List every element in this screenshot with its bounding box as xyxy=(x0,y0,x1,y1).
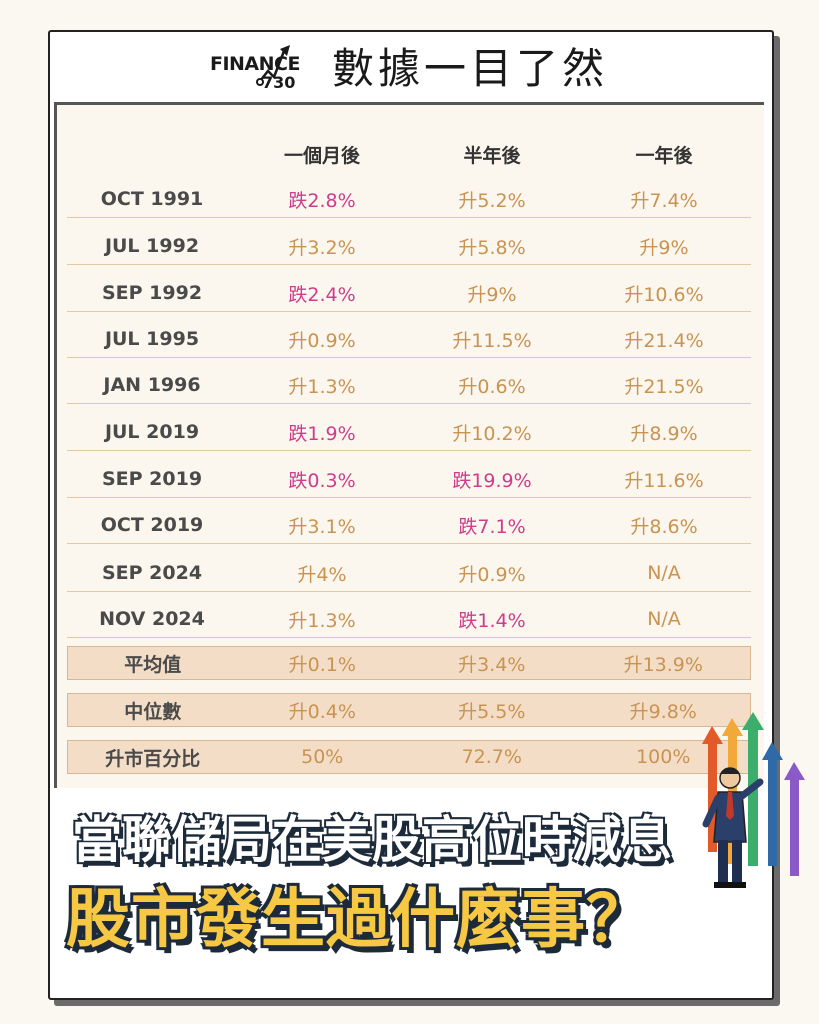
value-cell: 升1.3% xyxy=(288,375,356,398)
summary-value-cell: 升0.4% xyxy=(288,700,356,723)
summary-value-cell: 升13.9% xyxy=(623,653,703,676)
value-cell: N/A xyxy=(647,608,681,630)
summary-value-cell: 100% xyxy=(636,746,691,768)
value-cell: 升10.6% xyxy=(624,283,704,306)
row-date-label: OCT 1991 xyxy=(100,188,204,210)
businessman-illustration xyxy=(700,712,816,894)
summary-row: 升市百分比 50% 72.7% 100% xyxy=(67,740,751,774)
summary-row: 中位數 升0.4% 升5.5% 升9.8% xyxy=(67,693,751,727)
headline-line-2: 股市發生過什麼事？ xyxy=(66,883,651,957)
table-header-row: 一個月後 半年後 一年後 xyxy=(67,136,751,172)
value-cell: 升11.6% xyxy=(624,469,704,492)
summary-row: 平均值 升0.1% 升3.4% 升13.9% xyxy=(67,646,751,680)
value-cell: N/A xyxy=(647,562,681,584)
logo-number: 730 xyxy=(261,73,296,92)
summary-label: 平均值 xyxy=(124,653,182,676)
value-cell: 跌2.8% xyxy=(288,189,356,212)
table-row: OCT 1991 跌2.8% 升5.2% 升7.4% xyxy=(67,181,751,218)
row-date-label: JAN 1996 xyxy=(103,374,201,396)
row-date-label: SEP 2024 xyxy=(101,562,203,584)
table-row: JAN 1996 升1.3% 升0.6% 升21.5% xyxy=(67,367,751,404)
row-date-label: JUL 1992 xyxy=(104,235,200,257)
value-cell: 跌1.4% xyxy=(458,609,526,632)
value-cell: 跌2.4% xyxy=(288,283,356,306)
summary-value-cell: 50% xyxy=(301,746,344,768)
value-cell: 升9% xyxy=(639,236,689,259)
value-cell: 升5.8% xyxy=(458,236,526,259)
table-row: SEP 1992 跌2.4% 升9% 升10.6% xyxy=(67,275,751,312)
headline-line-1: 當聯儲局在美股高位時減息 xyxy=(72,811,672,869)
value-cell: 升21.4% xyxy=(624,329,704,352)
value-cell: 升21.5% xyxy=(624,375,704,398)
value-cell: 升9% xyxy=(467,283,517,306)
table-row: SEP 2019 跌0.3% 跌19.9% 升11.6% xyxy=(67,461,751,498)
summary-label: 中位數 xyxy=(124,700,182,723)
table-row: JUL 1995 升0.9% 升11.5% 升21.4% xyxy=(67,321,751,358)
summary-label: 升市百分比 xyxy=(105,747,201,770)
value-cell: 跌0.3% xyxy=(288,469,356,492)
table-row: NOV 2024 升1.3% 跌1.4% N/A xyxy=(67,601,751,638)
summary-value-cell: 升0.1% xyxy=(288,653,356,676)
column-header: 一年後 xyxy=(635,144,693,167)
table-row: JUL 1992 升3.2% 升5.8% 升9% xyxy=(67,228,751,265)
value-cell: 升4% xyxy=(297,563,347,586)
value-cell: 升0.6% xyxy=(458,375,526,398)
value-cell: 升8.6% xyxy=(630,515,698,538)
value-cell: 跌1.9% xyxy=(288,422,356,445)
value-cell: 升0.9% xyxy=(458,563,526,586)
value-cell: 升7.4% xyxy=(630,189,698,212)
value-cell: 升1.3% xyxy=(288,609,356,632)
row-date-label: SEP 1992 xyxy=(101,282,203,304)
value-cell: 升10.2% xyxy=(452,422,532,445)
summary-value-cell: 升3.4% xyxy=(458,653,526,676)
row-date-label: JUL 2019 xyxy=(104,421,200,443)
summary-value-cell: 72.7% xyxy=(461,746,522,768)
value-cell: 升0.9% xyxy=(288,329,356,352)
value-cell: 升5.2% xyxy=(458,189,526,212)
table-row: OCT 2019 升3.1% 跌7.1% 升8.6% xyxy=(67,507,751,544)
value-cell: 升8.9% xyxy=(630,422,698,445)
chart-arrow-logo-icon xyxy=(255,45,290,86)
finance730-logo: FINANCE 730 xyxy=(210,37,318,93)
value-cell: 跌7.1% xyxy=(458,515,526,538)
table-row: SEP 2024 升4% 升0.9% N/A xyxy=(67,555,751,592)
value-cell: 跌19.9% xyxy=(452,469,532,492)
value-cell: 升3.1% xyxy=(288,515,356,538)
rising-arrows-icon xyxy=(702,712,805,888)
table-row: JUL 2019 跌1.9% 升10.2% 升8.9% xyxy=(67,414,751,451)
column-header: 一個月後 xyxy=(283,144,360,167)
value-cell: 升11.5% xyxy=(452,329,532,352)
logo-word: FINANCE xyxy=(209,53,300,75)
summary-value-cell: 升5.5% xyxy=(458,700,526,723)
summary-value-cell: 升9.8% xyxy=(629,700,697,723)
page-header: FINANCE 730 數據一目了然 xyxy=(48,30,770,100)
row-date-label: JUL 1995 xyxy=(104,328,200,350)
page-title: 數據一目了然 xyxy=(331,43,608,93)
row-date-label: OCT 2019 xyxy=(100,514,204,536)
value-cell: 升3.2% xyxy=(288,236,356,259)
column-header: 半年後 xyxy=(463,144,521,167)
row-date-label: SEP 2019 xyxy=(101,468,203,490)
row-date-label: NOV 2024 xyxy=(99,608,205,630)
